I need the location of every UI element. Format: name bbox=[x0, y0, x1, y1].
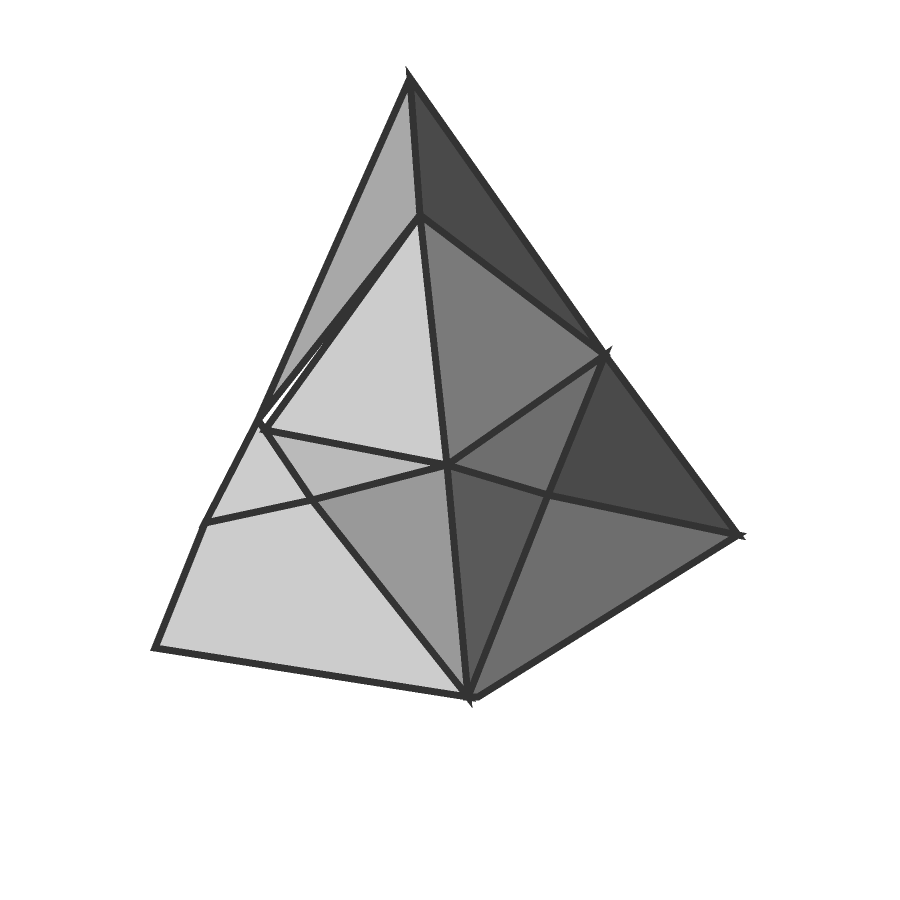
face-right-lower-mid bbox=[462, 490, 748, 701]
